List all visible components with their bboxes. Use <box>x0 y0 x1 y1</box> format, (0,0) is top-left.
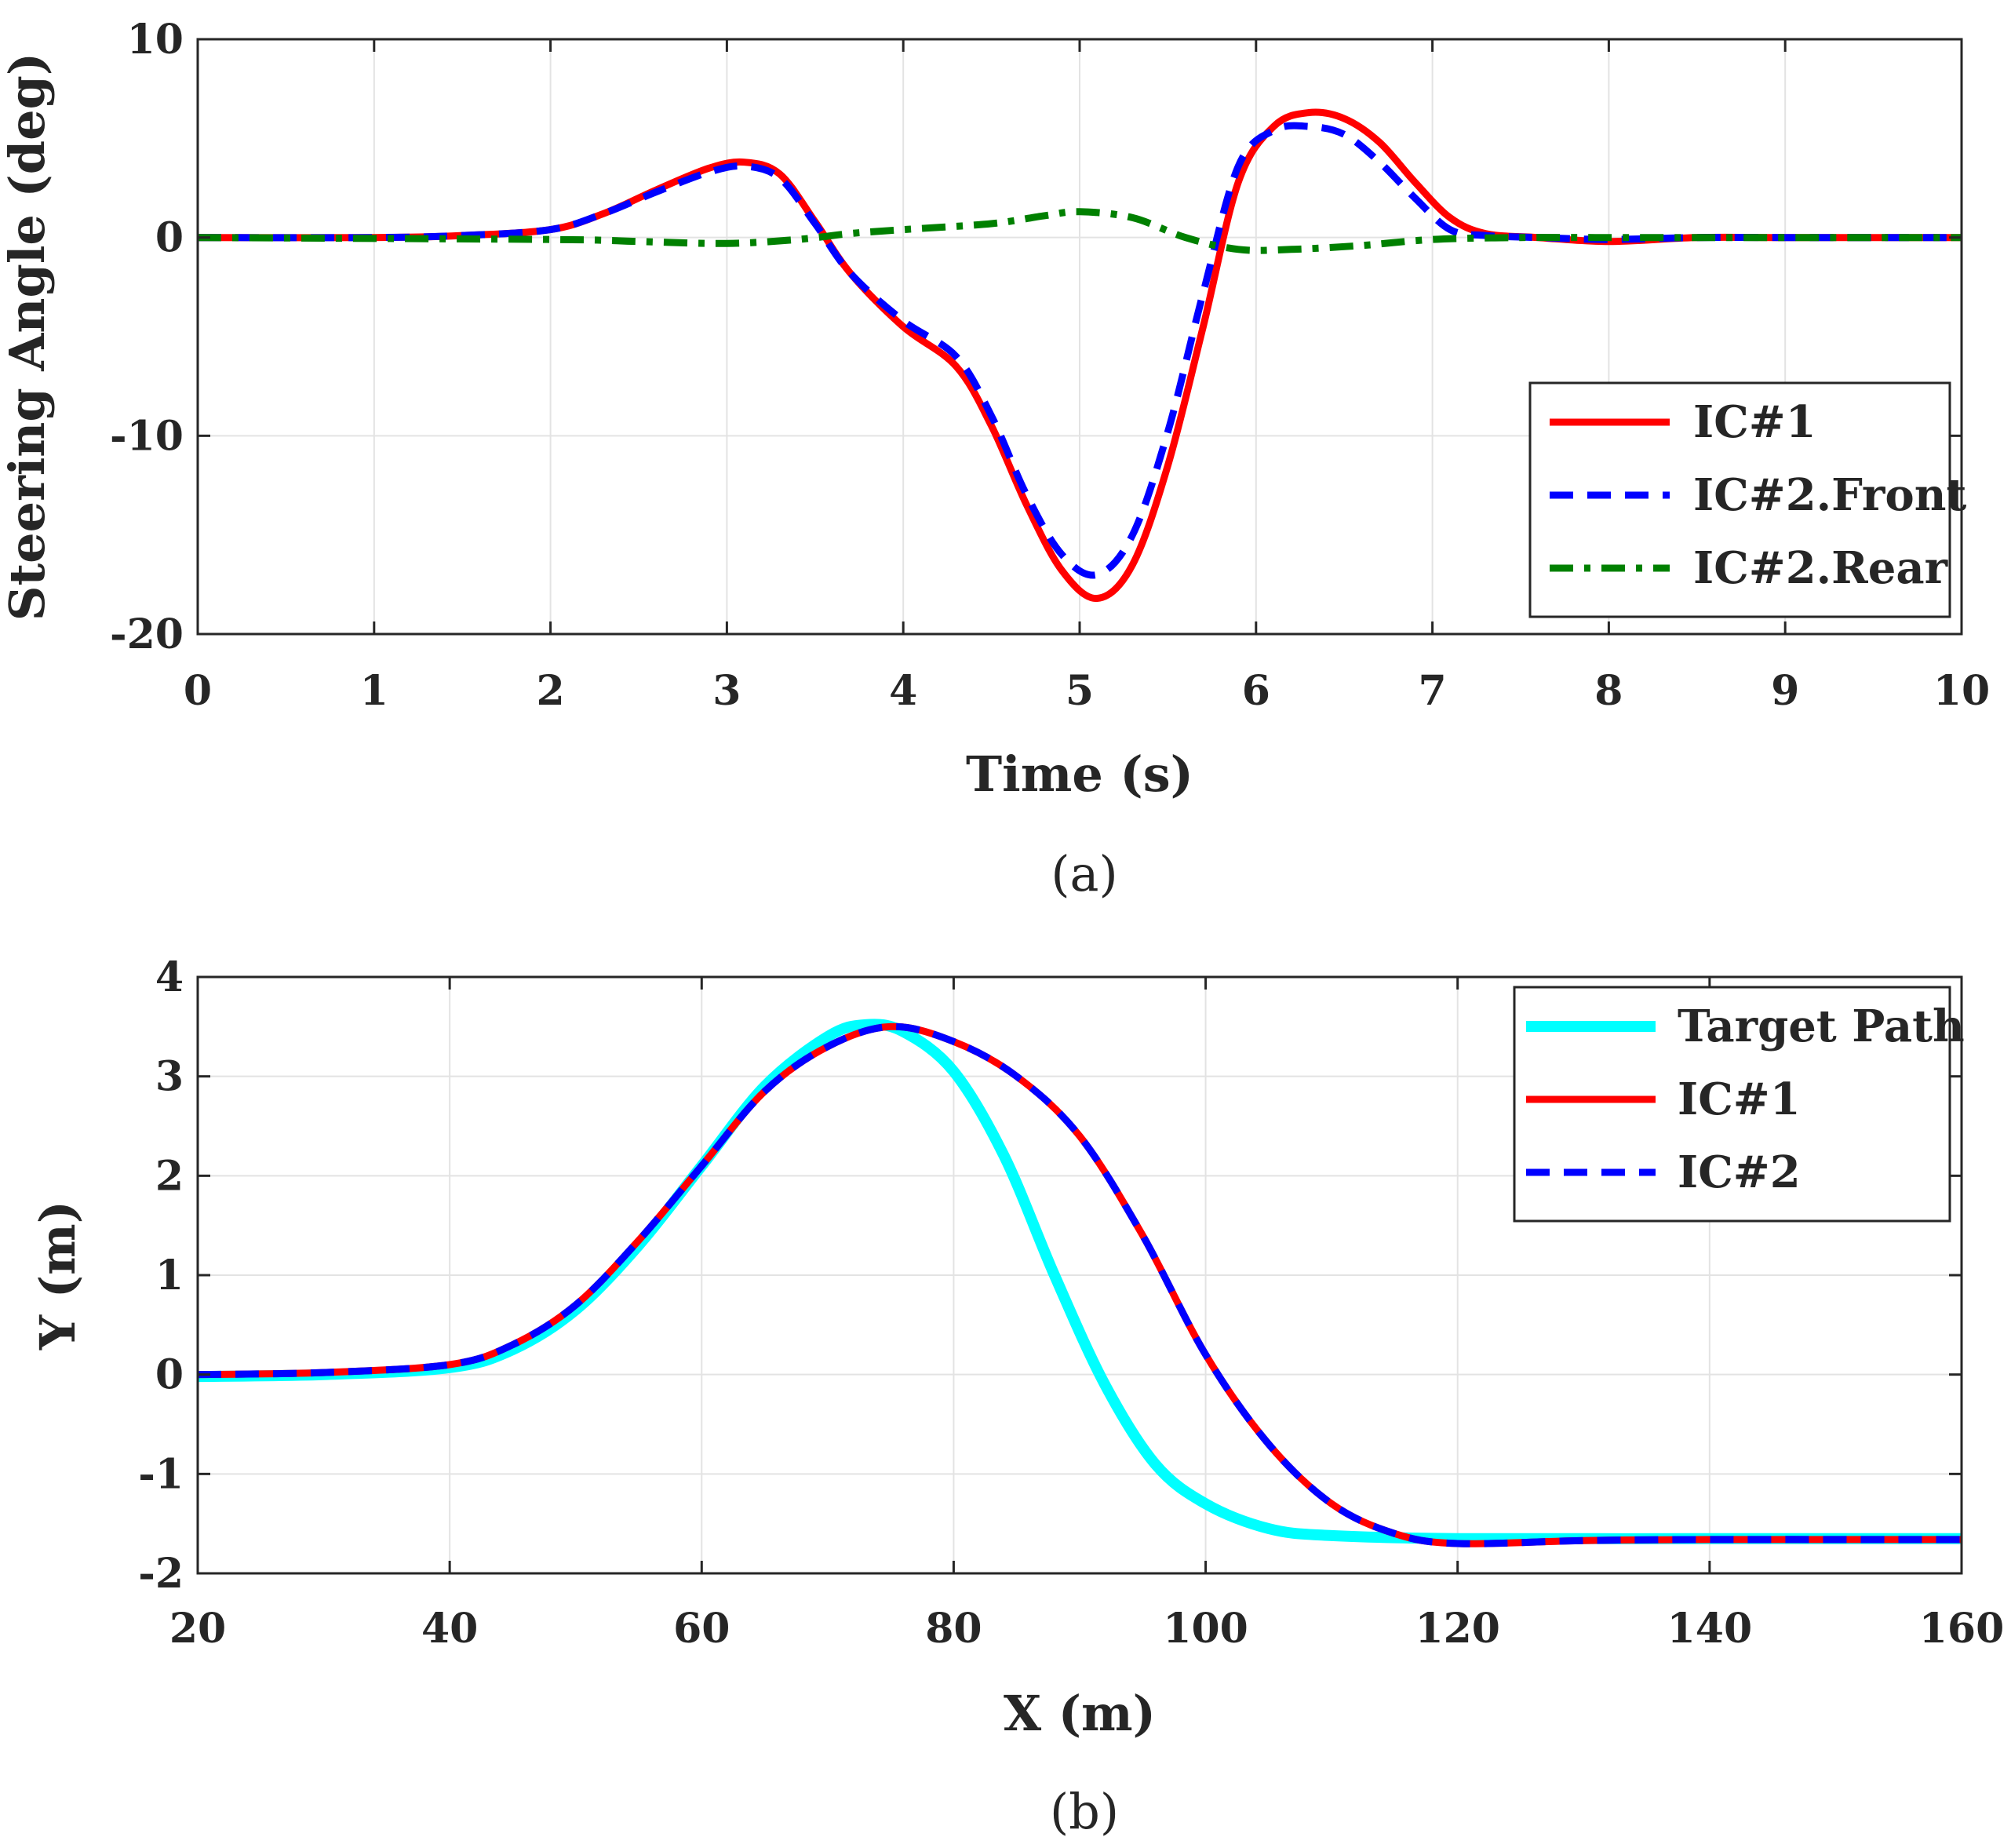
y-tick-label: 10 <box>127 16 184 64</box>
x-tick-label: 4 <box>889 667 917 715</box>
y-tick-label: 4 <box>155 953 184 1001</box>
x-tick-label: 20 <box>169 1605 226 1653</box>
x-axis-label: Time (s) <box>966 745 1193 803</box>
figure-caption: (b) <box>1050 1783 1119 1840</box>
x-axis-label: X (m) <box>1004 1685 1156 1742</box>
y-tick-label: 0 <box>155 1351 184 1399</box>
x-tick-label: 1 <box>360 667 388 715</box>
chart-b: 20 40 60 80 100 120 140 160 4 3 2 1 0 -1 -2 X (m) Y (m) T… <box>29 953 2004 1840</box>
x-tick-label: 100 <box>1163 1605 1248 1653</box>
legend-label: IC#2 <box>1678 1146 1801 1198</box>
x-tick-label: 2 <box>537 667 565 715</box>
x-tick-label: 6 <box>1242 667 1270 715</box>
x-tick-label: 3 <box>712 667 741 715</box>
series-group <box>198 108 1962 602</box>
x-tick-label: 5 <box>1066 667 1094 715</box>
figure-caption: (a) <box>1051 845 1117 902</box>
x-tick-label: 140 <box>1667 1605 1753 1653</box>
y-tick-label: -20 <box>110 611 184 658</box>
series-line-ic-2 <box>198 1022 1962 1547</box>
legend-label: IC#1 <box>1693 396 1816 448</box>
y-tick-label: -1 <box>138 1450 184 1498</box>
y-tick-label: 2 <box>155 1152 184 1200</box>
x-tick-label: 40 <box>421 1605 478 1653</box>
x-tick-label: 0 <box>184 667 212 715</box>
x-tick-label: 8 <box>1594 667 1623 715</box>
x-tick-label: 120 <box>1415 1605 1500 1653</box>
y-tick-label: 1 <box>155 1252 184 1299</box>
x-tick-label: 60 <box>673 1605 730 1653</box>
y-tick-label: -2 <box>138 1550 184 1598</box>
x-tick-label: 10 <box>1933 667 1990 715</box>
y-tick-label: 3 <box>155 1053 184 1101</box>
series-line-ic-2-rear <box>198 208 1962 254</box>
series-group <box>198 1019 1962 1547</box>
y-tick-label: -10 <box>110 412 184 460</box>
x-tick-label: 9 <box>1771 667 1799 715</box>
x-tick-label: 160 <box>1919 1605 2005 1653</box>
y-tick-label: 0 <box>155 214 184 262</box>
series-line-target-path <box>198 1019 1962 1544</box>
legend-label: IC#2.Front <box>1693 469 1966 521</box>
legend-label: Target Path <box>1678 1001 1965 1052</box>
legend-label: IC#2.Rear <box>1693 542 1949 594</box>
chart-a: 0 1 2 3 4 5 6 7 8 9 10 10 0 -10 -20 Time (s) Steering An… <box>0 16 1990 902</box>
x-tick-label: 7 <box>1419 667 1447 715</box>
legend-label: IC#1 <box>1678 1073 1801 1125</box>
y-axis-label: Steering Angle (deg) <box>0 53 56 621</box>
y-axis-label: Y (m) <box>29 1201 86 1350</box>
x-tick-label: 80 <box>925 1605 982 1653</box>
